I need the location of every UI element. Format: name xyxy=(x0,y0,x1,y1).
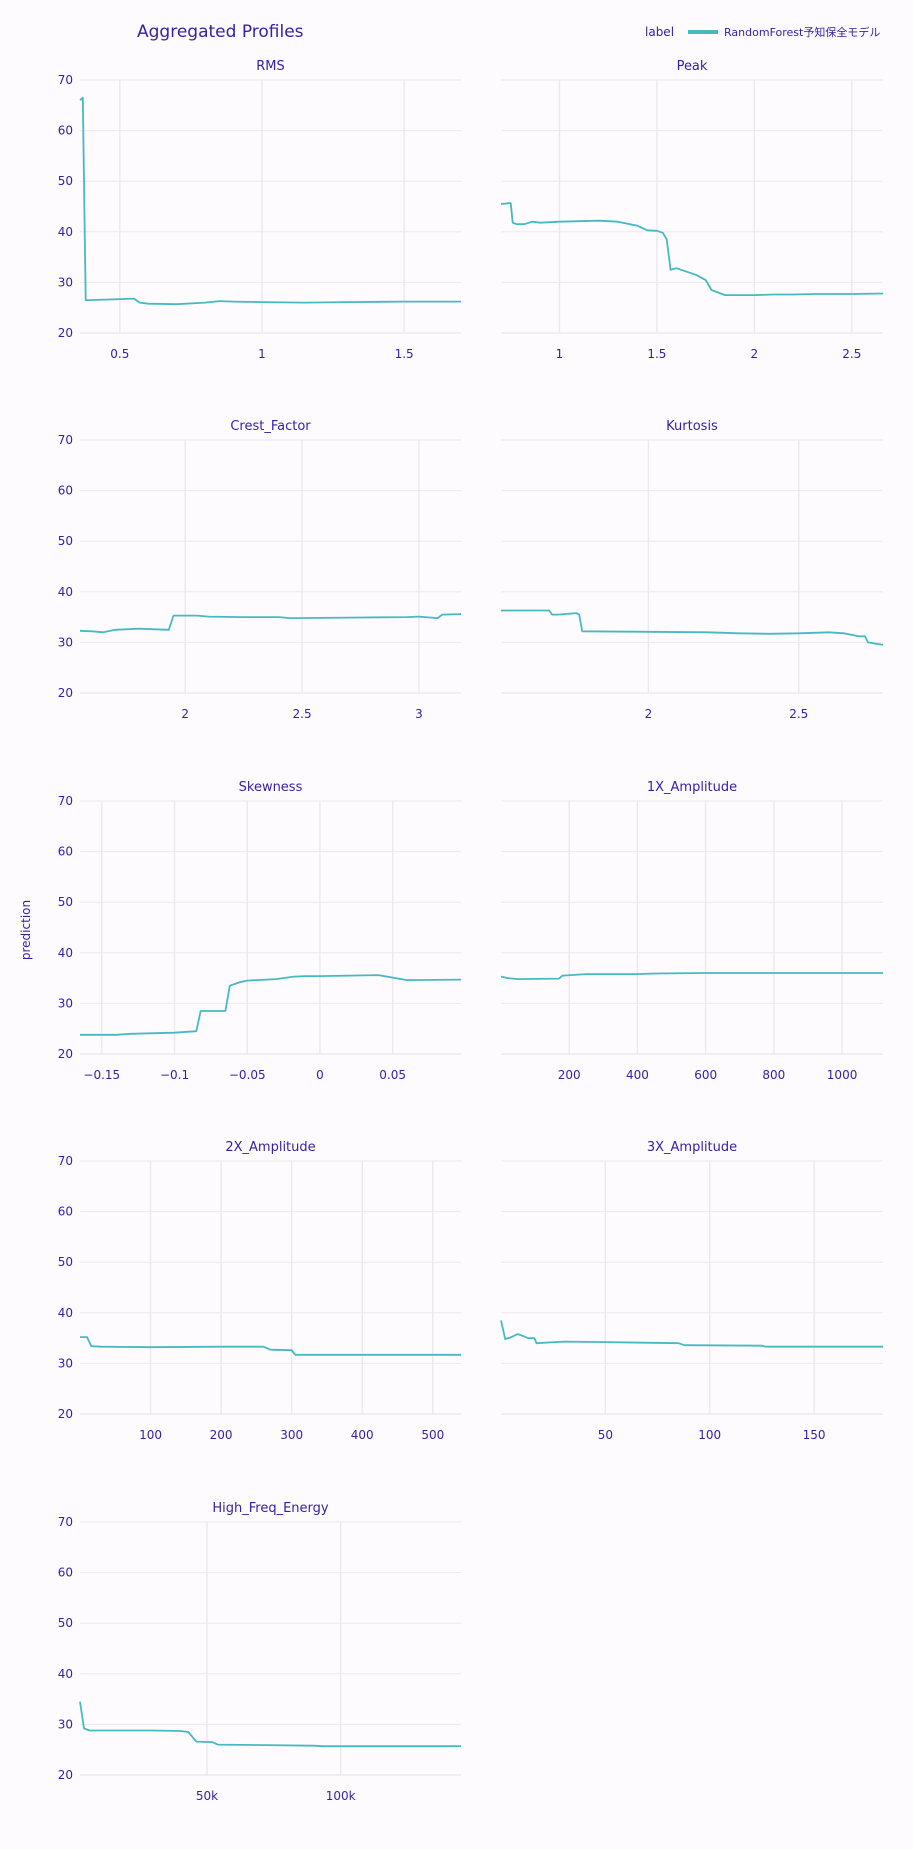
x-tick-label: 200 xyxy=(558,1068,581,1082)
panel-high-freq-energy: 20 30 40 50 60 70 50k 100k High_Freq_Energy xyxy=(58,1501,461,1803)
x-tick-label: 50 xyxy=(598,1428,613,1442)
y-tick-label: 50 xyxy=(58,534,73,548)
legend-series-label[interactable]: RandomForest予知保全モデル xyxy=(724,26,881,39)
x-tick-label: 400 xyxy=(351,1428,374,1442)
panel-title-crest-factor: Crest_Factor xyxy=(230,419,311,434)
y-tick-label: 60 xyxy=(58,845,73,859)
series-line-peak xyxy=(500,202,884,297)
y-tick-label: 50 xyxy=(58,1255,73,1269)
x-tick-label: −0.15 xyxy=(83,1068,120,1082)
x-tick-label: 200 xyxy=(210,1428,233,1442)
y-tick-label: 30 xyxy=(58,275,73,289)
y-tick-label: 70 xyxy=(58,433,73,447)
series-line-3x-amplitude xyxy=(500,1320,883,1348)
panel-1x-amplitude: 200 400 600 800 1000 1X_Amplitude xyxy=(500,780,883,1082)
x-tick-label: 800 xyxy=(762,1068,785,1082)
y-tick-label: 60 xyxy=(58,484,73,498)
x-tick-label: 1.5 xyxy=(395,347,414,361)
panel-3x-amplitude: 50 100 150 3X_Amplitude xyxy=(500,1140,883,1442)
series-line-skewness xyxy=(80,974,462,1036)
y-tick-label: 70 xyxy=(58,73,73,87)
y-tick-label: 20 xyxy=(58,1407,73,1421)
legend[interactable]: label RandomForest予知保全モデル xyxy=(645,24,880,40)
y-tick-label: 40 xyxy=(58,1306,73,1320)
series-line-rms xyxy=(79,96,461,306)
series-line-crest-factor xyxy=(79,613,462,634)
x-tick-label: 0.5 xyxy=(110,347,129,361)
legend-line-swatch[interactable] xyxy=(688,30,719,34)
x-tick-label: 1.5 xyxy=(647,347,666,361)
y-tick-label: 20 xyxy=(58,1047,73,1061)
x-tick-label: 100k xyxy=(326,1789,356,1803)
series-line-1x-amplitude xyxy=(500,972,883,980)
panel-crest-factor: 20 30 40 50 60 70 2 2.5 3 Crest_Factor xyxy=(58,419,462,721)
x-tick-label: 50k xyxy=(196,1789,218,1803)
y-tick-label: 50 xyxy=(58,895,73,909)
y-tick-label: 30 xyxy=(58,1356,73,1370)
y-tick-label: 60 xyxy=(58,1566,73,1580)
x-tick-label: 500 xyxy=(421,1428,444,1442)
y-tick-label: 40 xyxy=(58,946,73,960)
x-tick-label: 2 xyxy=(181,707,189,721)
x-tick-label: 2 xyxy=(645,707,653,721)
x-tick-label: −0.05 xyxy=(229,1068,266,1082)
panel-title-high-freq-energy: High_Freq_Energy xyxy=(212,1501,329,1516)
y-tick-label: 30 xyxy=(58,1717,73,1731)
x-tick-label: 1000 xyxy=(827,1068,858,1082)
panel-kurtosis: 2 2.5 Kurtosis xyxy=(501,419,884,721)
figure-title: Aggregated Profiles xyxy=(137,22,304,42)
y-tick-label: 30 xyxy=(58,635,73,649)
panel-title-2x-amplitude: 2X_Amplitude xyxy=(225,1140,315,1155)
panel-rms: 20 30 40 50 60 70 0.5 1 1.5 RMS xyxy=(58,59,461,361)
x-tick-label: 1 xyxy=(258,347,266,361)
y-tick-label: 30 xyxy=(58,996,73,1010)
panel-title-1x-amplitude: 1X_Amplitude xyxy=(647,780,737,795)
panel-title-peak: Peak xyxy=(677,59,708,74)
y-tick-label: 70 xyxy=(58,1154,73,1168)
x-tick-label: 100 xyxy=(139,1428,162,1442)
panel-title-3x-amplitude: 3X_Amplitude xyxy=(647,1140,737,1155)
panel-peak: 1 1.5 2 2.5 Peak xyxy=(500,59,884,361)
y-tick-label: 70 xyxy=(58,1515,73,1529)
x-tick-label: 400 xyxy=(626,1068,649,1082)
x-tick-label: 100 xyxy=(698,1428,721,1442)
x-tick-label: 2 xyxy=(751,347,759,361)
y-tick-label: 60 xyxy=(58,1205,73,1219)
y-tick-label: 50 xyxy=(58,174,73,188)
panel-skewness: 20 30 40 50 60 70 −0.15 −0.1 −0.05 0 0.05 Skewness xyxy=(58,780,462,1082)
panel-title-kurtosis: Kurtosis xyxy=(666,419,718,434)
x-tick-label: 3 xyxy=(415,707,423,721)
x-tick-label: 150 xyxy=(803,1428,826,1442)
y-tick-label: 20 xyxy=(58,1768,73,1782)
y-tick-label: 60 xyxy=(58,124,73,138)
panel-title-rms: RMS xyxy=(256,59,285,74)
y-tick-label: 50 xyxy=(58,1616,73,1630)
series-line-kurtosis xyxy=(501,609,884,646)
y-tick-label: 40 xyxy=(58,225,73,239)
x-tick-label: 0 xyxy=(316,1068,324,1082)
y-tick-label: 20 xyxy=(58,326,73,340)
x-tick-label: 2.5 xyxy=(293,707,312,721)
legend-title: label xyxy=(645,25,675,39)
x-tick-label: −0.1 xyxy=(160,1068,189,1082)
panel-title-skewness: Skewness xyxy=(239,780,303,795)
y-tick-label: 70 xyxy=(58,794,73,808)
y-tick-label: 20 xyxy=(58,686,73,700)
x-tick-label: 2.5 xyxy=(842,347,861,361)
series-line-2x-amplitude xyxy=(80,1336,461,1356)
y-tick-label: 40 xyxy=(58,1667,73,1681)
x-tick-label: 0.05 xyxy=(379,1068,406,1082)
series-line-high-freq-energy xyxy=(79,1701,461,1748)
x-tick-label: 2.5 xyxy=(789,707,808,721)
panel-2x-amplitude: 20 30 40 50 60 70 100 200 300 400 500 2X_Amplitude xyxy=(58,1140,461,1442)
x-tick-label: 300 xyxy=(280,1428,303,1442)
y-tick-label: 40 xyxy=(58,585,73,599)
x-tick-label: 1 xyxy=(556,347,564,361)
x-tick-label: 600 xyxy=(694,1068,717,1082)
